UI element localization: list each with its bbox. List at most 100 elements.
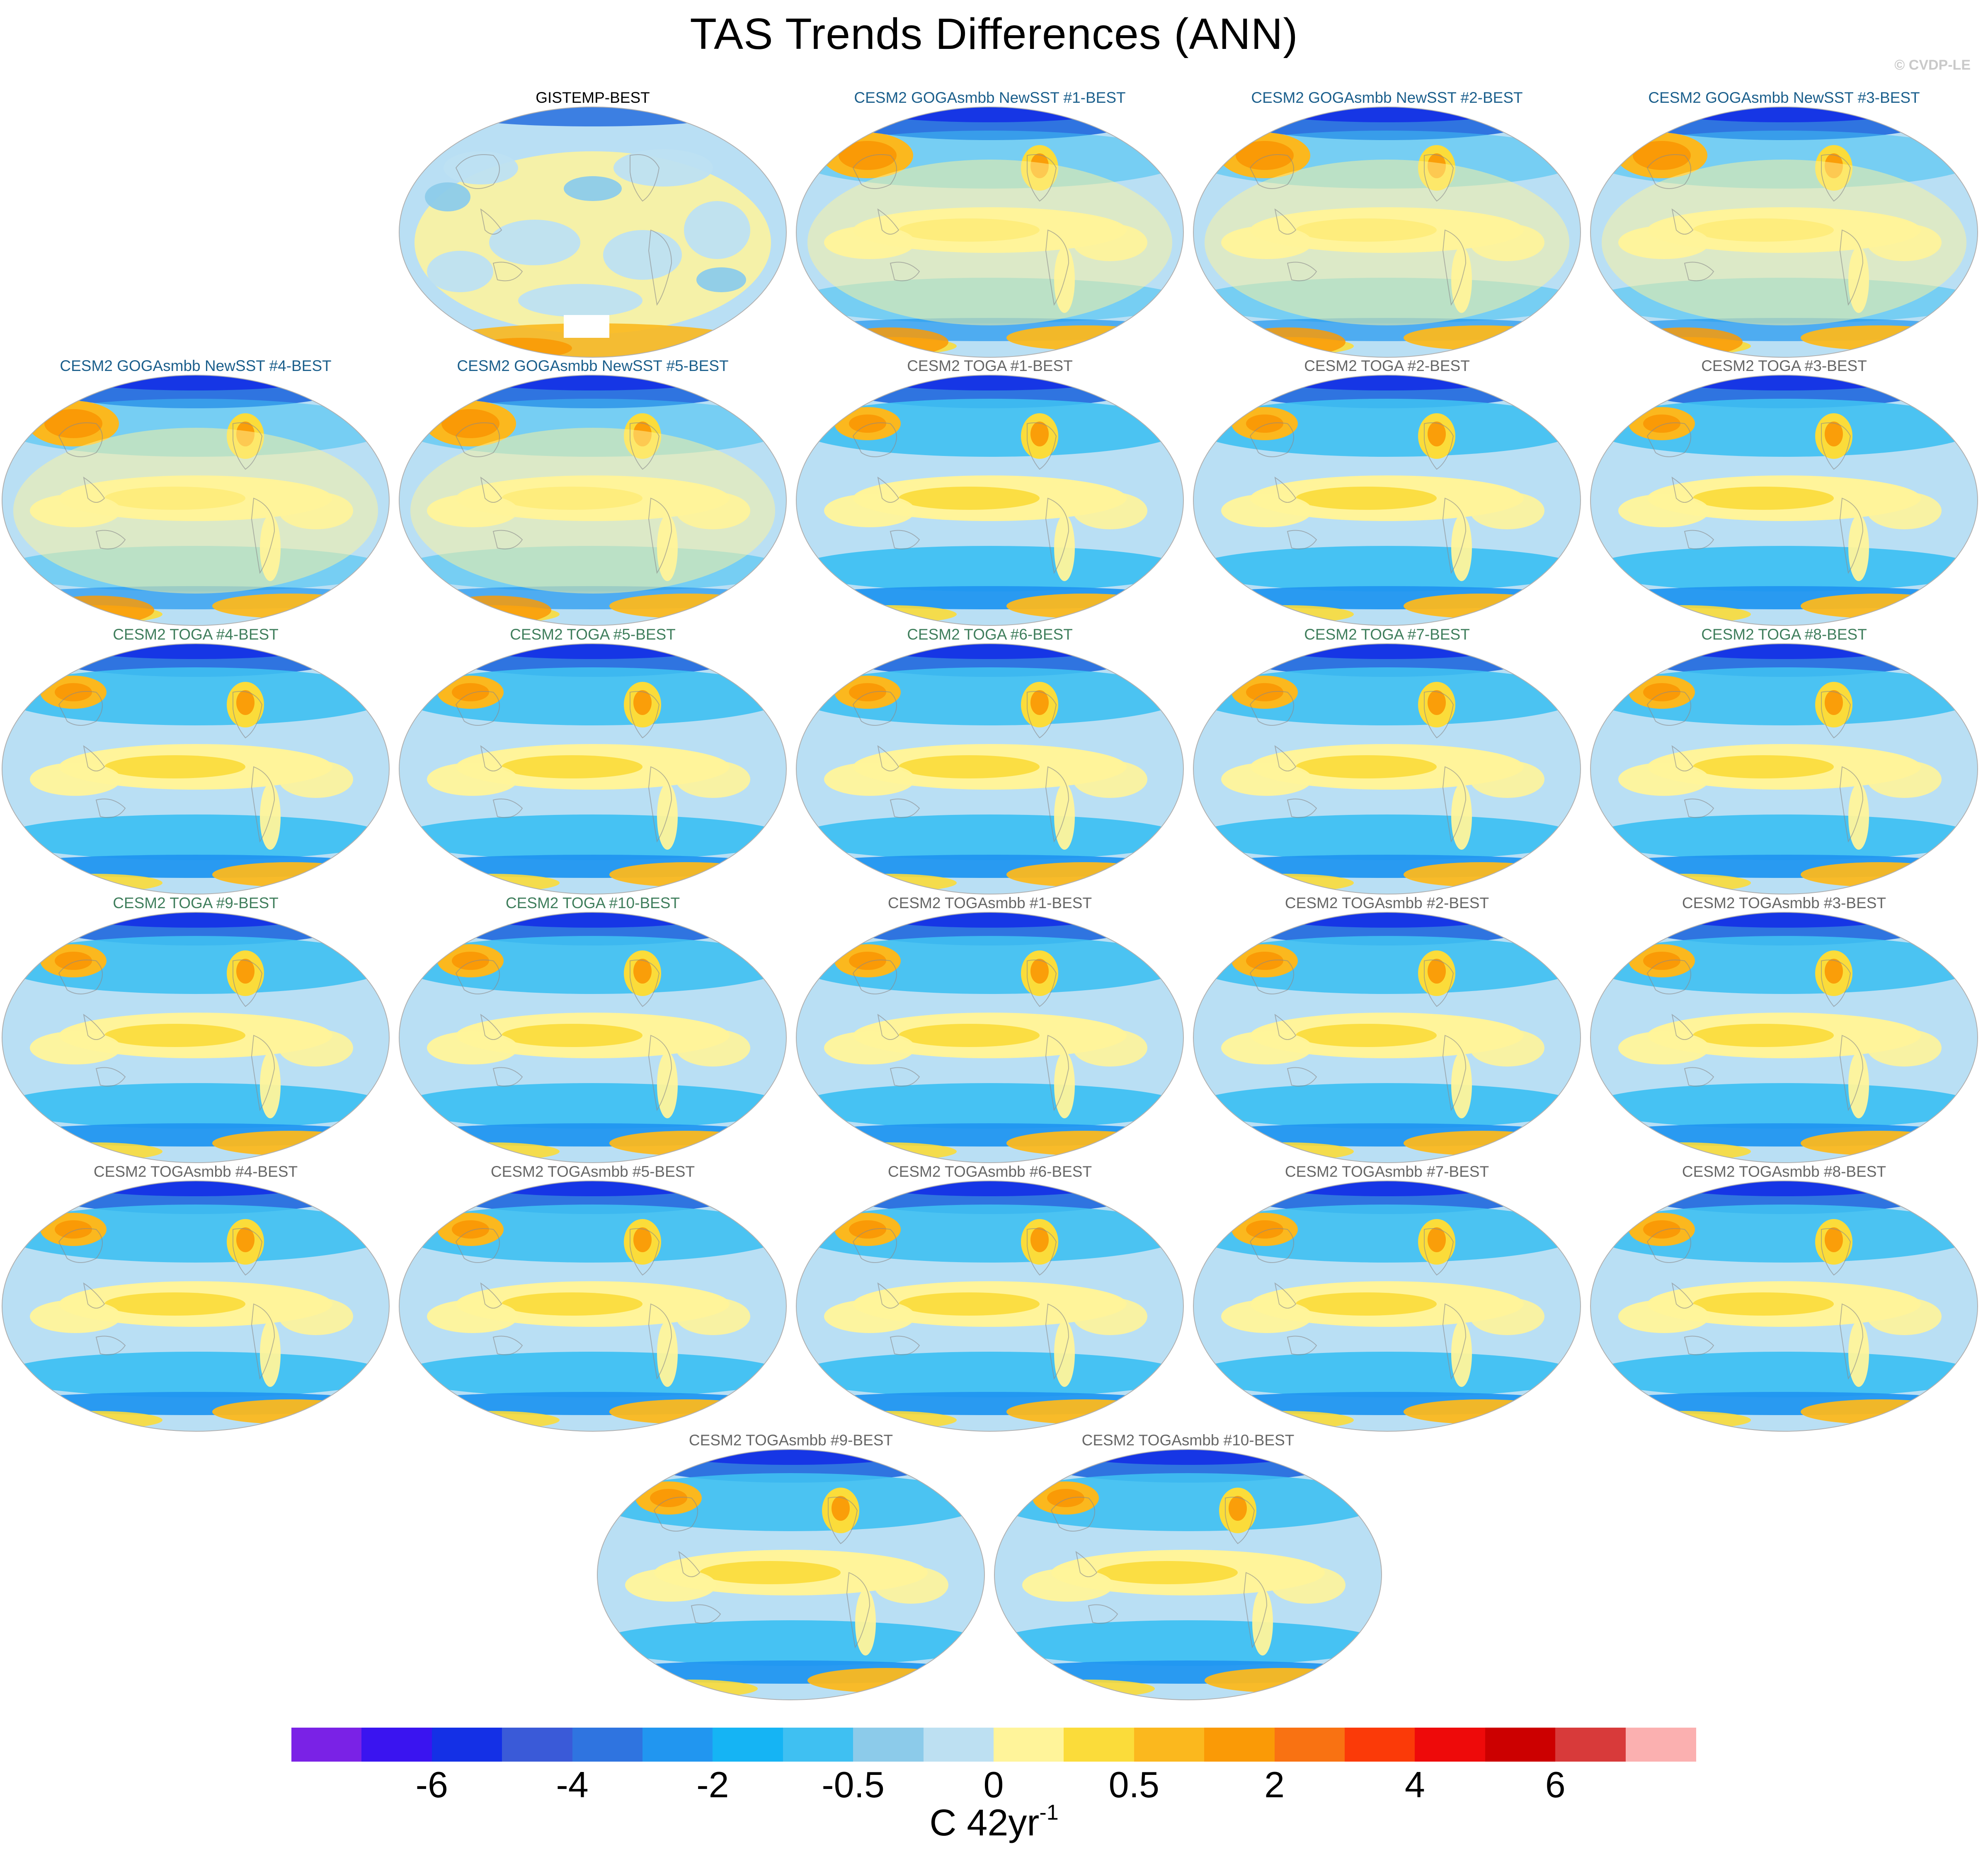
colorbar (291, 1728, 1696, 1762)
figure-title: TAS Trends Differences (ANN) (690, 10, 1298, 58)
panel-title: GISTEMP-BEST (536, 89, 650, 106)
globe-map (1193, 643, 1581, 894)
panel-title: CESM2 TOGAsmbb #1-BEST (887, 894, 1092, 911)
panel-title: CESM2 TOGA #10-BEST (505, 894, 680, 911)
globe-map (1193, 107, 1581, 358)
map-panel: CESM2 GOGAsmbb NewSST #4-BEST (1, 357, 390, 627)
globe-map (2, 643, 390, 894)
map-panel: CESM2 TOGAsmbb #5-BEST (398, 1163, 788, 1433)
colorbar-tick-label: 0.5 (1108, 1764, 1159, 1805)
colorbar-swatch (1485, 1728, 1556, 1762)
map-panel: CESM2 TOGA #4-BEST (1, 626, 390, 895)
colorbar-tick-label: 6 (1545, 1764, 1566, 1805)
globe-map (399, 375, 787, 626)
map-panel: CESM2 TOGA #3-BEST (1589, 357, 1979, 627)
panel-title: CESM2 TOGAsmbb #10-BEST (1081, 1432, 1295, 1449)
panel-title: CESM2 TOGAsmbb #4-BEST (93, 1163, 298, 1180)
colorbar-swatch (713, 1728, 783, 1762)
map-panel: CESM2 TOGA #2-BEST (1192, 357, 1582, 627)
colorbar-tick-label: 2 (1264, 1764, 1285, 1805)
globe-map (1590, 643, 1978, 894)
globe-map (796, 375, 1184, 626)
globe-map (796, 107, 1184, 358)
colorbar-tick-label: -0.5 (822, 1764, 885, 1805)
colorbar-tick-label: -2 (696, 1764, 729, 1805)
units-exponent: -1 (1039, 1801, 1059, 1825)
colorbar-swatch (1345, 1728, 1415, 1762)
colorbar-swatch (642, 1728, 713, 1762)
colorbar-swatch (291, 1728, 362, 1762)
map-panel: CESM2 GOGAsmbb NewSST #1-BEST (795, 89, 1185, 359)
panel-title: CESM2 GOGAsmbb NewSST #2-BEST (1251, 89, 1523, 106)
map-panel: CESM2 TOGA #7-BEST (1192, 626, 1582, 895)
panel-title: CESM2 TOGA #3-BEST (1701, 357, 1867, 374)
colorbar-swatch (1274, 1728, 1345, 1762)
globe-map (597, 1449, 985, 1700)
panel-title: CESM2 TOGAsmbb #3-BEST (1682, 894, 1886, 911)
colorbar-swatch (923, 1728, 994, 1762)
map-panel: CESM2 TOGAsmbb #9-BEST (596, 1432, 986, 1701)
panel-title: CESM2 TOGA #2-BEST (1304, 357, 1470, 374)
map-panel: CESM2 GOGAsmbb NewSST #2-BEST (1192, 89, 1582, 359)
panel-title: CESM2 TOGA #1-BEST (907, 357, 1073, 374)
map-panel: CESM2 TOGAsmbb #8-BEST (1589, 1163, 1979, 1433)
map-panel: CESM2 TOGA #1-BEST (795, 357, 1185, 627)
globe-map (1193, 912, 1581, 1163)
colorbar-swatch (1625, 1728, 1696, 1762)
colorbar-swatch (1064, 1728, 1135, 1762)
colorbar-swatch (1134, 1728, 1205, 1762)
colorbar-swatch (361, 1728, 432, 1762)
globe-map (796, 912, 1184, 1163)
colorbar-tick-label: -4 (556, 1764, 589, 1805)
globe-map (1590, 912, 1978, 1163)
panel-title: CESM2 TOGA #8-BEST (1701, 626, 1867, 643)
panel-title: CESM2 TOGA #9-BEST (113, 894, 279, 911)
map-panel: CESM2 TOGAsmbb #4-BEST (1, 1163, 390, 1433)
map-panel: CESM2 TOGAsmbb #10-BEST (993, 1432, 1383, 1701)
colorbar-swatch (1204, 1728, 1275, 1762)
units-label: C 42yr (929, 1802, 1040, 1844)
map-panel: CESM2 TOGAsmbb #1-BEST (795, 894, 1185, 1164)
panel-title: CESM2 TOGA #6-BEST (907, 626, 1073, 643)
globe-map (1193, 1180, 1581, 1432)
panel-title: CESM2 TOGA #7-BEST (1304, 626, 1470, 643)
colorbar-swatch (783, 1728, 853, 1762)
globe-map (1590, 375, 1978, 626)
panel-title: CESM2 TOGA #4-BEST (113, 626, 279, 643)
map-panel: CESM2 TOGA #6-BEST (795, 626, 1185, 895)
globe-map (1590, 1180, 1978, 1432)
panel-title: CESM2 TOGAsmbb #2-BEST (1285, 894, 1489, 911)
colorbar-units: C 42yr-1 (0, 1801, 1988, 1845)
globe-map (2, 375, 390, 626)
globe-map (1193, 375, 1581, 626)
globe-map (1590, 107, 1978, 358)
colorbar-swatch (502, 1728, 573, 1762)
map-panel: CESM2 TOGAsmbb #7-BEST (1192, 1163, 1582, 1433)
map-panel: CESM2 TOGAsmbb #6-BEST (795, 1163, 1185, 1433)
globe-map (2, 912, 390, 1163)
globe-map (399, 643, 787, 894)
panel-title: CESM2 GOGAsmbb NewSST #4-BEST (60, 357, 332, 374)
globe-map (399, 1180, 787, 1432)
map-panel: CESM2 TOGAsmbb #2-BEST (1192, 894, 1582, 1164)
panel-title: CESM2 GOGAsmbb NewSST #3-BEST (1648, 89, 1920, 106)
panel-title: CESM2 GOGAsmbb NewSST #1-BEST (854, 89, 1126, 106)
panel-title: CESM2 TOGAsmbb #9-BEST (689, 1432, 893, 1449)
colorbar-tick-label: 4 (1404, 1764, 1425, 1805)
map-panel: CESM2 GOGAsmbb NewSST #3-BEST (1589, 89, 1979, 359)
map-panel: CESM2 TOGA #5-BEST (398, 626, 788, 895)
globe-map (399, 912, 787, 1163)
colorbar-swatch (432, 1728, 502, 1762)
globe-map (796, 643, 1184, 894)
colorbar-swatch (1415, 1728, 1486, 1762)
panel-title: CESM2 TOGAsmbb #6-BEST (887, 1163, 1092, 1180)
map-panel: CESM2 TOGA #9-BEST (1, 894, 390, 1164)
panel-title: CESM2 TOGAsmbb #5-BEST (490, 1163, 695, 1180)
map-panel: CESM2 TOGA #8-BEST (1589, 626, 1979, 895)
panel-title: CESM2 GOGAsmbb NewSST #5-BEST (457, 357, 729, 374)
globe-map (2, 1180, 390, 1432)
panel-title: CESM2 TOGA #5-BEST (510, 626, 676, 643)
colorbar-tick-label: -6 (415, 1764, 448, 1805)
globe-map (994, 1449, 1382, 1700)
map-panel: GISTEMP-BEST (398, 89, 788, 359)
